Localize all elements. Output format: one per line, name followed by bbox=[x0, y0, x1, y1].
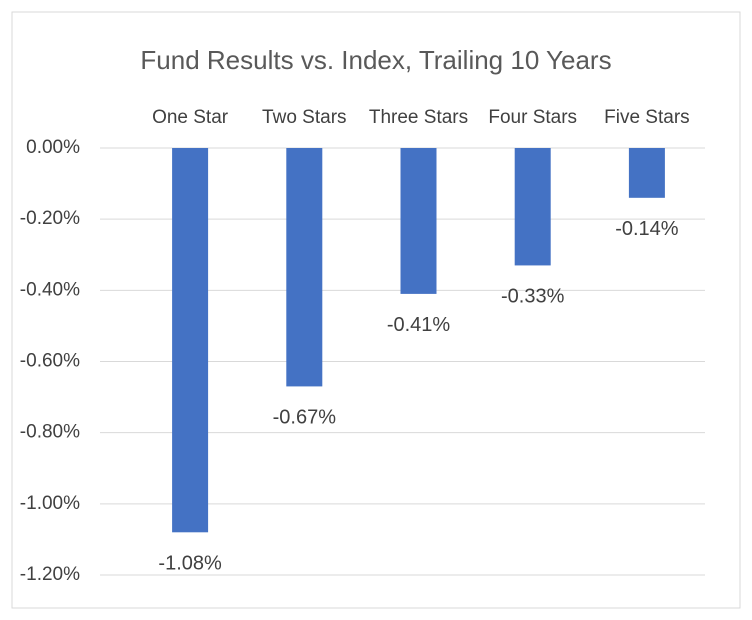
bar bbox=[628, 148, 665, 198]
bar bbox=[286, 148, 323, 387]
chart-border bbox=[11, 11, 741, 609]
y-tick-label: -0.20% bbox=[20, 208, 80, 229]
value-label: -0.33% bbox=[501, 286, 565, 308]
y-tick-label: -0.80% bbox=[20, 422, 80, 443]
category-label: Four Stars bbox=[488, 107, 577, 128]
y-tick-label: -0.40% bbox=[20, 279, 80, 300]
bar bbox=[400, 148, 437, 294]
y-tick-label: -0.60% bbox=[20, 351, 80, 372]
chart-title: Fund Results vs. Index, Trailing 10 Year… bbox=[140, 45, 611, 75]
value-label: -0.14% bbox=[615, 218, 679, 240]
value-label: -1.08% bbox=[158, 553, 222, 575]
value-label: -0.41% bbox=[387, 314, 451, 336]
value-label: -0.67% bbox=[273, 407, 337, 429]
bar bbox=[172, 148, 209, 533]
category-label: One Star bbox=[152, 107, 229, 128]
category-label: Five Stars bbox=[604, 107, 690, 128]
bar bbox=[514, 148, 551, 266]
category-label: Two Stars bbox=[262, 107, 346, 128]
y-tick-label: -1.00% bbox=[20, 493, 80, 514]
category-label: Three Stars bbox=[369, 107, 468, 128]
y-tick-label: 0.00% bbox=[26, 137, 80, 158]
y-tick-label: -1.20% bbox=[20, 564, 80, 585]
